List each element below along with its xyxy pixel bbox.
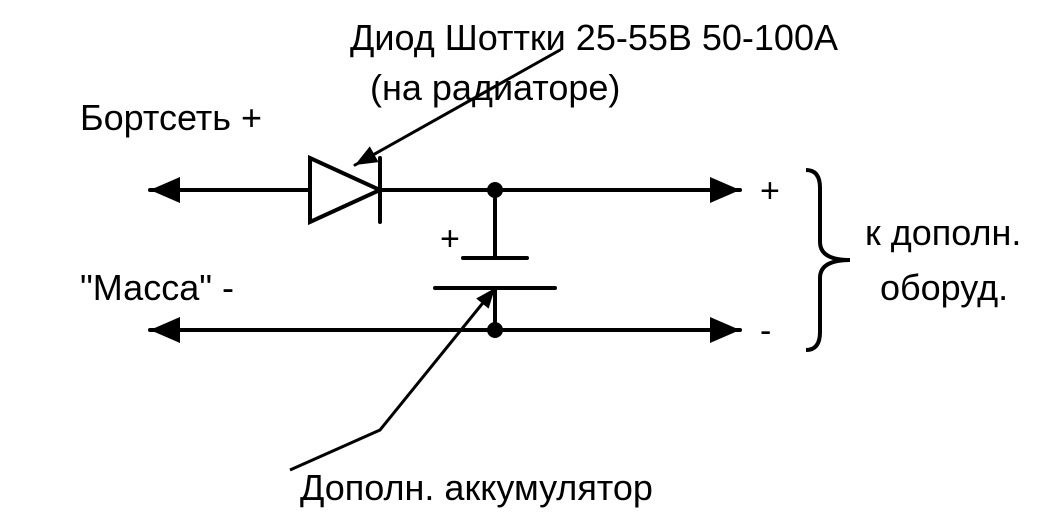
- sign-out-plus: +: [760, 172, 780, 210]
- batt-plus-sign: +: [440, 220, 460, 258]
- brace-right: [806, 170, 850, 350]
- label-aux-batt: Дополн. аккумулятор: [300, 467, 653, 508]
- label-bus-plus: Бортсеть +: [80, 97, 262, 138]
- label-equip-2: оборуд.: [880, 267, 1008, 308]
- label-equip-1: к дополн.: [865, 212, 1021, 253]
- sign-out-minus: -: [760, 312, 771, 350]
- leader-batt: [290, 288, 495, 470]
- node-top: [487, 182, 503, 198]
- node-bottom: [487, 322, 503, 338]
- leader-diode-arrow: [355, 146, 379, 165]
- diode-triangle: [310, 158, 380, 222]
- label-diode-2: (на радиаторе): [370, 67, 620, 108]
- label-diode-1: Диод Шоттки 25-55В 50-100А: [350, 17, 838, 58]
- label-ground: "Масса" -: [80, 267, 234, 308]
